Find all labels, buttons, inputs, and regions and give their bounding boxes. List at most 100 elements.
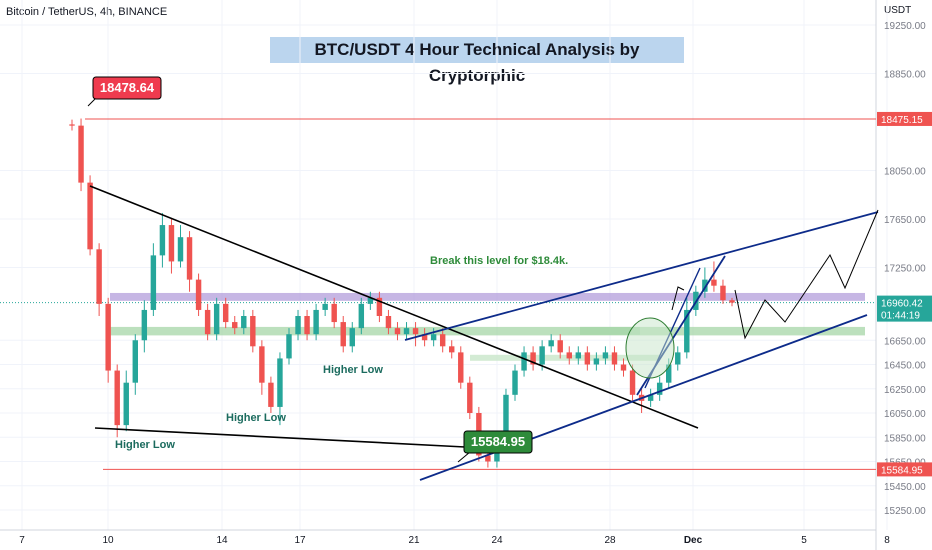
- candle-body: [132, 340, 138, 383]
- candle-body: [394, 328, 401, 335]
- candle-body: [204, 309, 211, 335]
- high-callout-box: [92, 76, 162, 100]
- candle-body: [702, 279, 708, 292]
- candle-body: [711, 279, 717, 286]
- candle-body: [195, 279, 202, 310]
- small-green-zone: [580, 326, 640, 335]
- candle-body: [729, 300, 735, 303]
- candle-body: [69, 124, 75, 126]
- candle-body: [268, 382, 274, 407]
- projection-path: [734, 209, 879, 340]
- candle-body: [159, 225, 166, 256]
- candle-body: [349, 328, 355, 347]
- candle-body: [403, 328, 410, 335]
- price-tick-label: 16960.42: [881, 299, 923, 310]
- candle-body: [512, 370, 518, 395]
- candle-body: [96, 249, 102, 304]
- candle-body: [322, 303, 328, 310]
- countdown-label: 01:44:19: [881, 311, 920, 322]
- price-tick-label: 18850.00: [884, 70, 926, 81]
- low-callout-label: 15584.95: [471, 434, 525, 449]
- candle-body: [250, 316, 256, 347]
- low-callout-box: [463, 430, 533, 454]
- annotation-higher-low-2: Higher Low: [226, 412, 286, 424]
- low-callout-pointer: [457, 451, 471, 463]
- candle-body: [503, 394, 509, 444]
- candle-body: [629, 370, 636, 395]
- candle-body: [467, 382, 473, 413]
- price-tick-label: 15450.00: [884, 482, 926, 493]
- candle-body: [647, 394, 654, 401]
- annotation-higher-low-1: Higher Low: [115, 439, 175, 451]
- candle-body: [412, 328, 419, 335]
- price-tick-label: 15850.00: [884, 433, 926, 444]
- candle-body: [485, 455, 491, 462]
- time-tick-label: 28: [604, 535, 616, 546]
- candle-body: [684, 309, 690, 353]
- candle-body: [367, 297, 374, 304]
- price-tick-label: 15584.95: [881, 465, 923, 476]
- time-tick-label: 14: [216, 535, 228, 546]
- price-label-box: [877, 111, 932, 126]
- candle-body: [449, 346, 455, 353]
- candle-body: [358, 303, 365, 329]
- candle-body: [277, 358, 283, 407]
- price-tick-label: 16250.00: [884, 385, 926, 396]
- candle-body: [656, 382, 663, 395]
- candle-body: [421, 334, 428, 341]
- channel-upper-line: [404, 211, 879, 341]
- annotation-higher-low-3: Higher Low: [323, 364, 383, 376]
- price-tick-label: 18475.15: [881, 115, 923, 126]
- candle-body: [385, 316, 392, 329]
- candle-body: [675, 352, 681, 365]
- time-tick-label: 21: [408, 535, 420, 546]
- candle-body: [331, 303, 337, 323]
- time-tick-label: Dec: [684, 535, 703, 546]
- purple-resistance-zone: [110, 292, 865, 301]
- candle-body: [87, 182, 93, 250]
- candle-body: [620, 364, 627, 371]
- candle-body: [177, 237, 184, 262]
- candle-body: [313, 309, 319, 335]
- chart-title: BTC/USDT 4 Hour Technical Analysis by Cr…: [270, 37, 684, 85]
- price-tick-label: 18050.00: [884, 167, 926, 178]
- candle-body: [539, 346, 545, 365]
- candle-body: [548, 340, 554, 347]
- breakout-circle: [625, 317, 675, 379]
- candle-body: [286, 334, 292, 359]
- candle-body: [593, 358, 600, 365]
- candle-body: [213, 303, 220, 335]
- time-tick-label: 24: [491, 535, 503, 546]
- price-label-box: [877, 295, 932, 322]
- price-tick-label: 17650.00: [884, 215, 926, 226]
- time-tick-label: 17: [294, 535, 306, 546]
- time-tick-label: 7: [19, 535, 25, 546]
- inner-green-zone: [470, 354, 660, 361]
- candle-body: [304, 316, 310, 335]
- symbol-title: Bitcoin / TetherUS, 4h, BINANCE: [6, 6, 168, 18]
- candle-body: [123, 382, 129, 426]
- candle-body: [78, 125, 84, 183]
- candle-body: [105, 303, 111, 371]
- candle-body: [611, 352, 618, 365]
- price-tick-label: 16050.00: [884, 409, 926, 420]
- annotation-break-level: Break this level for $18.4k.: [430, 255, 568, 267]
- candle-body: [602, 352, 609, 359]
- candle-body: [575, 352, 582, 359]
- candle-body: [295, 316, 301, 335]
- candle-body: [458, 352, 464, 383]
- price-tick-label: 15250.00: [884, 506, 926, 517]
- candle-body: [186, 237, 193, 280]
- candle-body: [241, 316, 247, 329]
- descending-trendline: [89, 185, 699, 429]
- candle-body: [530, 352, 536, 365]
- small-projection-arrow: [671, 286, 685, 311]
- candle-body: [584, 352, 591, 365]
- candle-body: [222, 303, 229, 323]
- candle-body: [141, 309, 148, 341]
- price-tick-label: 16650.00: [884, 336, 926, 347]
- candle-body: [376, 297, 383, 316]
- candle-body: [340, 322, 346, 347]
- candle-body: [439, 334, 446, 347]
